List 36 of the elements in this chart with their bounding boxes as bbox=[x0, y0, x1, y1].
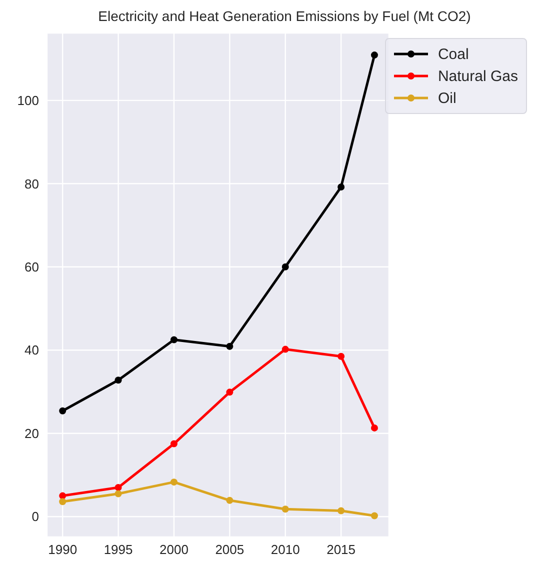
point bbox=[338, 183, 345, 190]
point bbox=[170, 478, 178, 486]
point bbox=[114, 484, 122, 491]
point bbox=[170, 440, 178, 448]
point bbox=[370, 424, 378, 432]
point bbox=[59, 498, 66, 506]
x-tick-label: 1995 bbox=[104, 542, 133, 558]
point bbox=[370, 52, 378, 59]
point bbox=[282, 263, 289, 270]
point bbox=[226, 342, 234, 350]
x-tick-label: 1990 bbox=[48, 542, 78, 558]
legend-label: Coal bbox=[438, 46, 469, 62]
x-tick-label: 2015 bbox=[326, 542, 356, 558]
point bbox=[114, 376, 122, 384]
chart-title: Electricity and Heat Generation Emissions by Fuel (Mt CO2) bbox=[97, 8, 472, 26]
point bbox=[59, 407, 66, 414]
point bbox=[114, 490, 122, 498]
legend-label: Natural Gas bbox=[438, 68, 518, 84]
point bbox=[338, 352, 345, 360]
y-tick-label: 40 bbox=[24, 342, 39, 358]
x-tick-label: 2005 bbox=[215, 542, 244, 558]
point bbox=[282, 506, 289, 513]
x-tick-label: 2010 bbox=[270, 542, 300, 558]
y-tick-label: 100 bbox=[17, 93, 39, 108]
point bbox=[226, 388, 234, 396]
point bbox=[370, 512, 378, 520]
y-tick-label: 0 bbox=[32, 509, 39, 524]
y-tick-label: 20 bbox=[24, 426, 39, 441]
y-tick-label: 80 bbox=[24, 176, 39, 192]
point bbox=[282, 346, 289, 353]
x-tick-label: 2000 bbox=[160, 542, 188, 558]
legend-label: Oil bbox=[438, 90, 456, 106]
point bbox=[170, 336, 178, 344]
point bbox=[226, 496, 234, 504]
y-tick-label: 60 bbox=[24, 260, 39, 275]
point bbox=[338, 507, 345, 514]
